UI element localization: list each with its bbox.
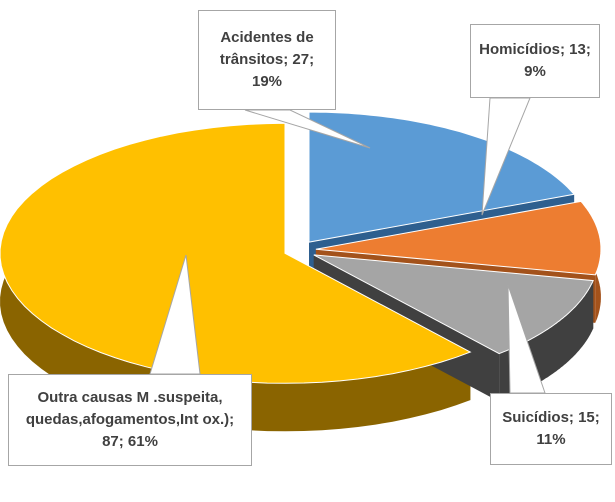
slice: [315, 200, 602, 276]
data-label: Acidentes de trânsitos; 27; 19%: [198, 10, 336, 110]
data-label: Suicídios; 15; 11%: [490, 393, 612, 465]
callout-pointer: [481, 97, 531, 216]
slice: [308, 111, 576, 243]
slice-side: [0, 123, 471, 432]
data-label: Outra causas M .suspeita, quedas,afogame…: [8, 374, 252, 466]
slice: [0, 122, 472, 384]
callout-pointer: [244, 109, 371, 149]
data-label: Homicídios; 13; 9%: [470, 24, 600, 98]
